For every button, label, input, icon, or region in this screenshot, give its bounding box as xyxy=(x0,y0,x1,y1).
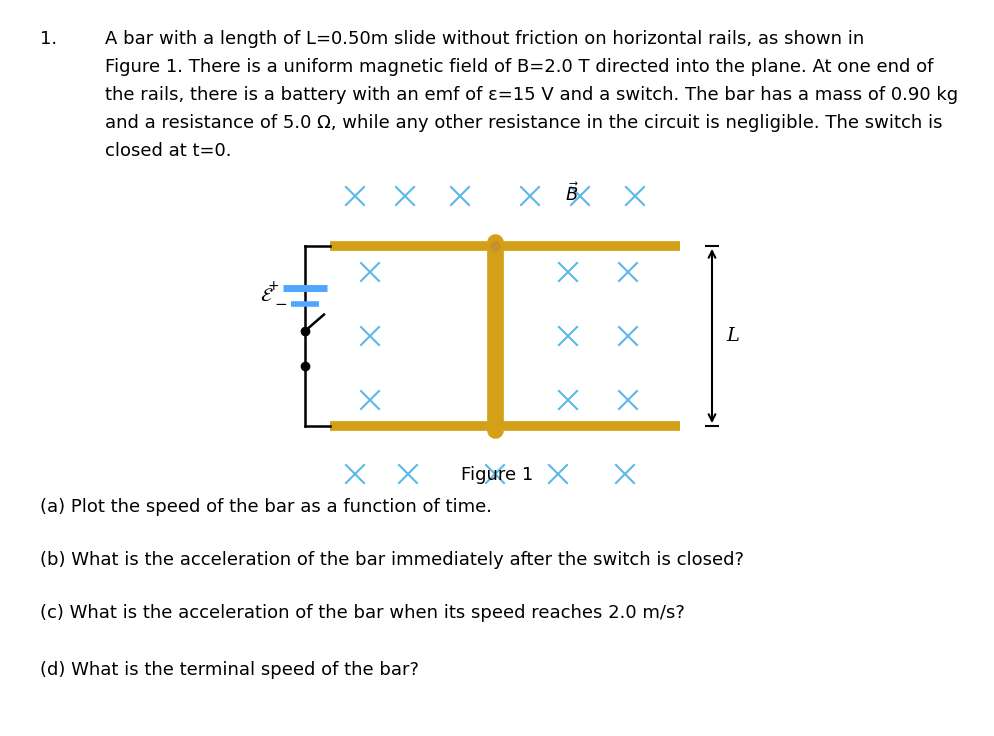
Text: 1.: 1. xyxy=(40,30,57,48)
Text: closed at t=0.: closed at t=0. xyxy=(105,142,232,160)
Text: A bar with a length of L=0.50m slide without friction on horizontal rails, as sh: A bar with a length of L=0.50m slide wit… xyxy=(105,30,864,48)
Text: (c) What is the acceleration of the bar when its speed reaches 2.0 m/s?: (c) What is the acceleration of the bar … xyxy=(40,604,684,622)
Text: Figure 1: Figure 1 xyxy=(460,466,533,484)
Text: (d) What is the terminal speed of the bar?: (d) What is the terminal speed of the ba… xyxy=(40,661,418,679)
Text: and a resistance of 5.0 Ω, while any other resistance in the circuit is negligib: and a resistance of 5.0 Ω, while any oth… xyxy=(105,114,941,132)
Text: (a) Plot the speed of the bar as a function of time.: (a) Plot the speed of the bar as a funct… xyxy=(40,498,491,516)
Text: −: − xyxy=(274,297,286,313)
Text: the rails, there is a battery with an emf of ε=15 V and a switch. The bar has a : the rails, there is a battery with an em… xyxy=(105,86,957,104)
Text: $\mathcal{E}$: $\mathcal{E}$ xyxy=(259,287,273,305)
Text: (b) What is the acceleration of the bar immediately after the switch is closed?: (b) What is the acceleration of the bar … xyxy=(40,551,744,569)
Text: $\vec{B}$: $\vec{B}$ xyxy=(565,183,579,205)
Text: L: L xyxy=(726,327,739,345)
Text: +: + xyxy=(267,279,278,293)
Text: Figure 1. There is a uniform magnetic field of B=2.0 T directed into the plane. : Figure 1. There is a uniform magnetic fi… xyxy=(105,58,932,76)
